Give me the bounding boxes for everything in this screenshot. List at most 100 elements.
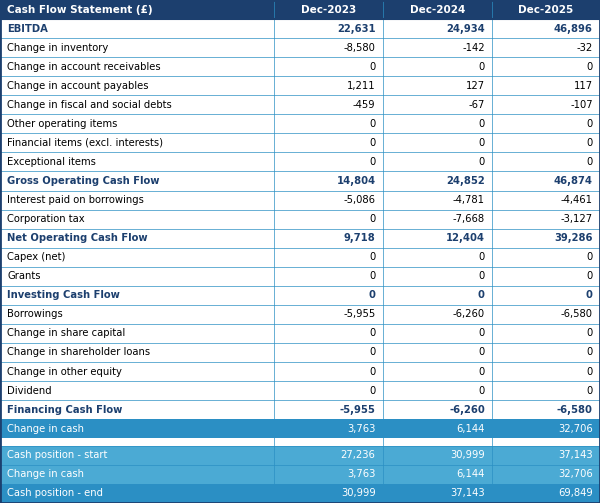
- Text: 0: 0: [586, 290, 593, 300]
- Bar: [0, 286, 274, 305]
- Bar: [383, 343, 492, 362]
- Bar: [0, 0, 274, 19]
- Text: Interest paid on borrowings: Interest paid on borrowings: [7, 195, 144, 205]
- Text: Change in account receivables: Change in account receivables: [7, 62, 161, 72]
- Text: 0: 0: [587, 252, 593, 262]
- Bar: [492, 267, 600, 286]
- Text: -6,260: -6,260: [449, 404, 485, 414]
- Bar: [383, 210, 492, 229]
- Bar: [383, 19, 492, 38]
- Bar: [492, 210, 600, 229]
- Bar: [0, 76, 274, 95]
- Text: 0: 0: [478, 290, 485, 300]
- Text: Borrowings: Borrowings: [7, 309, 63, 319]
- Text: -5,086: -5,086: [344, 195, 376, 205]
- Text: 0: 0: [479, 328, 485, 339]
- Bar: [383, 362, 492, 381]
- Text: Change in inventory: Change in inventory: [7, 43, 109, 53]
- Bar: [274, 229, 383, 247]
- Text: 12,404: 12,404: [446, 233, 485, 243]
- Text: -3,127: -3,127: [560, 214, 593, 224]
- Text: Financing Cash Flow: Financing Cash Flow: [7, 404, 122, 414]
- Bar: [274, 400, 383, 419]
- Bar: [492, 247, 600, 267]
- Bar: [274, 191, 383, 210]
- Bar: [274, 114, 383, 133]
- Text: -8,580: -8,580: [344, 43, 376, 53]
- Bar: [0, 267, 274, 286]
- Bar: [492, 19, 600, 38]
- Text: Financial items (excl. interests): Financial items (excl. interests): [7, 138, 163, 148]
- Text: -4,461: -4,461: [561, 195, 593, 205]
- Bar: [274, 484, 383, 503]
- Text: 9,718: 9,718: [344, 233, 376, 243]
- Text: 24,934: 24,934: [446, 24, 485, 34]
- Bar: [383, 438, 492, 446]
- Text: Cash position - end: Cash position - end: [7, 488, 103, 498]
- Bar: [492, 0, 600, 19]
- Bar: [274, 0, 383, 19]
- Text: 30,999: 30,999: [341, 488, 376, 498]
- Bar: [0, 19, 274, 38]
- Text: 46,896: 46,896: [554, 24, 593, 34]
- Bar: [0, 191, 274, 210]
- Text: 117: 117: [574, 81, 593, 91]
- Bar: [274, 57, 383, 76]
- Text: Change in fiscal and social debts: Change in fiscal and social debts: [7, 100, 172, 110]
- Bar: [274, 438, 383, 446]
- Text: -459: -459: [353, 100, 376, 110]
- Text: 0: 0: [479, 271, 485, 281]
- Bar: [492, 446, 600, 465]
- Bar: [383, 286, 492, 305]
- Bar: [0, 446, 274, 465]
- Bar: [0, 152, 274, 172]
- Bar: [492, 76, 600, 95]
- Text: 0: 0: [370, 367, 376, 377]
- Text: 0: 0: [587, 62, 593, 72]
- Text: -7,668: -7,668: [452, 214, 485, 224]
- Bar: [274, 19, 383, 38]
- Text: Change in other equity: Change in other equity: [7, 367, 122, 377]
- Bar: [0, 305, 274, 324]
- Text: 0: 0: [587, 119, 593, 129]
- Bar: [492, 114, 600, 133]
- Bar: [274, 172, 383, 191]
- Bar: [383, 152, 492, 172]
- Text: 32,706: 32,706: [558, 469, 593, 479]
- Bar: [492, 38, 600, 57]
- Bar: [0, 484, 274, 503]
- Text: Corporation tax: Corporation tax: [7, 214, 85, 224]
- Text: 0: 0: [370, 138, 376, 148]
- Text: 0: 0: [479, 386, 485, 395]
- Bar: [492, 172, 600, 191]
- Text: Change in share capital: Change in share capital: [7, 328, 125, 339]
- Bar: [492, 419, 600, 438]
- Text: Dec-2025: Dec-2025: [518, 5, 574, 15]
- Bar: [492, 438, 600, 446]
- Text: -5,955: -5,955: [340, 404, 376, 414]
- Bar: [0, 465, 274, 484]
- Text: 0: 0: [370, 328, 376, 339]
- Bar: [274, 76, 383, 95]
- Text: -32: -32: [577, 43, 593, 53]
- Bar: [383, 38, 492, 57]
- Text: 37,143: 37,143: [558, 450, 593, 460]
- Text: 1,211: 1,211: [347, 81, 376, 91]
- Bar: [383, 95, 492, 114]
- Bar: [0, 57, 274, 76]
- Bar: [274, 381, 383, 400]
- Bar: [0, 38, 274, 57]
- Bar: [383, 172, 492, 191]
- Bar: [492, 465, 600, 484]
- Text: 0: 0: [479, 62, 485, 72]
- Bar: [0, 438, 274, 446]
- Bar: [492, 343, 600, 362]
- Text: 0: 0: [370, 386, 376, 395]
- Bar: [0, 133, 274, 152]
- Text: EBITDA: EBITDA: [7, 24, 48, 34]
- Text: -6,580: -6,580: [561, 309, 593, 319]
- Text: Other operating items: Other operating items: [7, 119, 118, 129]
- Bar: [274, 465, 383, 484]
- Text: 0: 0: [479, 252, 485, 262]
- Text: 0: 0: [587, 138, 593, 148]
